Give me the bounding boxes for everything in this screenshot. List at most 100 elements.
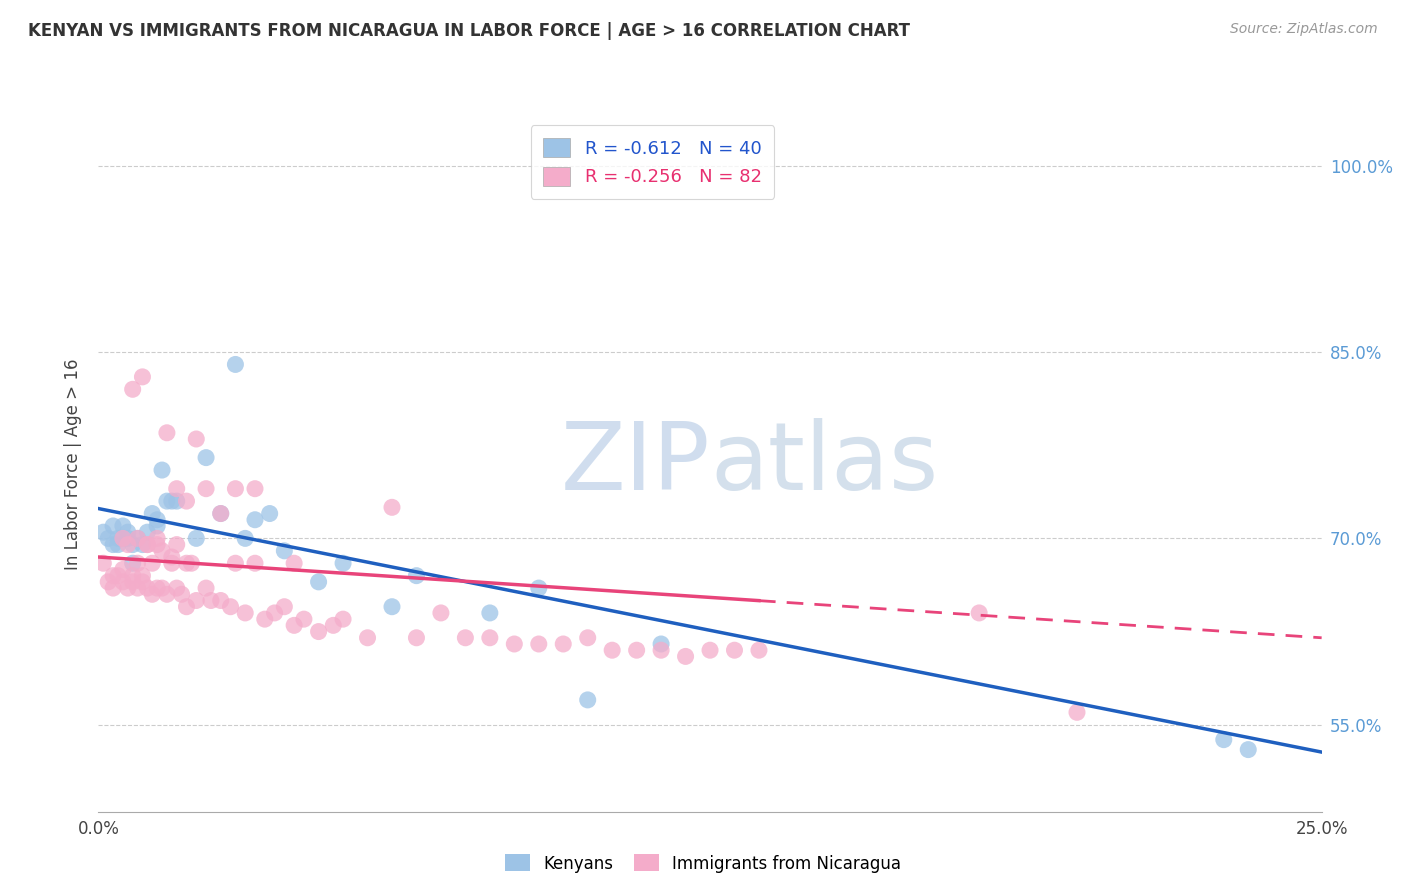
Point [650, 637, 672, 651]
Point [253, 612, 276, 626]
Point [146, 519, 169, 533]
Point [1066, 706, 1088, 720]
Point [156, 587, 179, 601]
Point [121, 382, 143, 396]
Point [332, 556, 354, 570]
Point [97, 574, 120, 589]
Point [150, 463, 173, 477]
Point [283, 556, 305, 570]
Point [600, 643, 623, 657]
Point [308, 624, 330, 639]
Point [127, 556, 149, 570]
Legend: Kenyans, Immigrants from Nicaragua: Kenyans, Immigrants from Nicaragua [499, 847, 907, 880]
Point [503, 637, 526, 651]
Point [180, 556, 202, 570]
Point [699, 643, 721, 657]
Point [176, 599, 198, 614]
Point [243, 556, 266, 570]
Point [405, 631, 427, 645]
Point [166, 482, 188, 496]
Point [166, 581, 188, 595]
Point [478, 631, 501, 645]
Point [117, 538, 139, 552]
Point [273, 599, 295, 614]
Point [454, 631, 477, 645]
Point [527, 581, 550, 595]
Point [195, 482, 218, 496]
Point [107, 568, 129, 582]
Point [160, 494, 183, 508]
Point [101, 519, 124, 533]
Point [150, 544, 173, 558]
Point [186, 432, 208, 446]
Point [127, 532, 149, 546]
Point [308, 574, 330, 589]
Point [136, 538, 159, 552]
Point [146, 538, 169, 552]
Point [576, 693, 599, 707]
Point [675, 649, 697, 664]
Point [101, 581, 124, 595]
Point [101, 538, 124, 552]
Point [233, 532, 256, 546]
Point [527, 637, 550, 651]
Point [224, 482, 246, 496]
Point [127, 532, 149, 546]
Point [176, 556, 198, 570]
Point [322, 618, 344, 632]
Point [136, 581, 159, 595]
Point [111, 532, 134, 546]
Point [111, 532, 134, 546]
Point [332, 612, 354, 626]
Point [967, 606, 990, 620]
Point [405, 568, 427, 582]
Legend: R = -0.612   N = 40, R = -0.256   N = 82: R = -0.612 N = 40, R = -0.256 N = 82 [530, 125, 775, 199]
Point [723, 643, 745, 657]
Point [209, 507, 232, 521]
Point [141, 587, 163, 601]
Point [127, 581, 149, 595]
Point [131, 538, 153, 552]
Point [233, 606, 256, 620]
Point [121, 574, 143, 589]
Point [224, 556, 246, 570]
Point [263, 606, 285, 620]
Point [141, 507, 163, 521]
Point [626, 643, 648, 657]
Point [101, 568, 124, 582]
Text: atlas: atlas [710, 417, 938, 510]
Point [186, 593, 208, 607]
Point [478, 606, 501, 620]
Text: ZIP: ZIP [561, 417, 710, 510]
Point [209, 593, 232, 607]
Point [273, 544, 295, 558]
Point [160, 556, 183, 570]
Point [111, 519, 134, 533]
Point [160, 549, 183, 564]
Point [224, 358, 246, 372]
Point [91, 525, 114, 540]
Point [156, 425, 179, 440]
Point [166, 538, 188, 552]
Text: KENYAN VS IMMIGRANTS FROM NICARAGUA IN LABOR FORCE | AGE > 16 CORRELATION CHART: KENYAN VS IMMIGRANTS FROM NICARAGUA IN L… [28, 22, 910, 40]
Point [650, 643, 672, 657]
Point [200, 593, 222, 607]
Point [381, 599, 404, 614]
Point [195, 581, 218, 595]
Point [292, 612, 315, 626]
Text: Source: ZipAtlas.com: Source: ZipAtlas.com [1230, 22, 1378, 37]
Point [131, 574, 153, 589]
Point [117, 525, 139, 540]
Point [121, 568, 143, 582]
Point [186, 532, 208, 546]
Point [107, 538, 129, 552]
Y-axis label: In Labor Force | Age > 16: In Labor Force | Age > 16 [65, 358, 83, 570]
Point [141, 556, 163, 570]
Point [283, 618, 305, 632]
Point [117, 532, 139, 546]
Point [748, 643, 770, 657]
Point [136, 525, 159, 540]
Point [576, 631, 599, 645]
Point [117, 581, 139, 595]
Point [111, 562, 134, 576]
